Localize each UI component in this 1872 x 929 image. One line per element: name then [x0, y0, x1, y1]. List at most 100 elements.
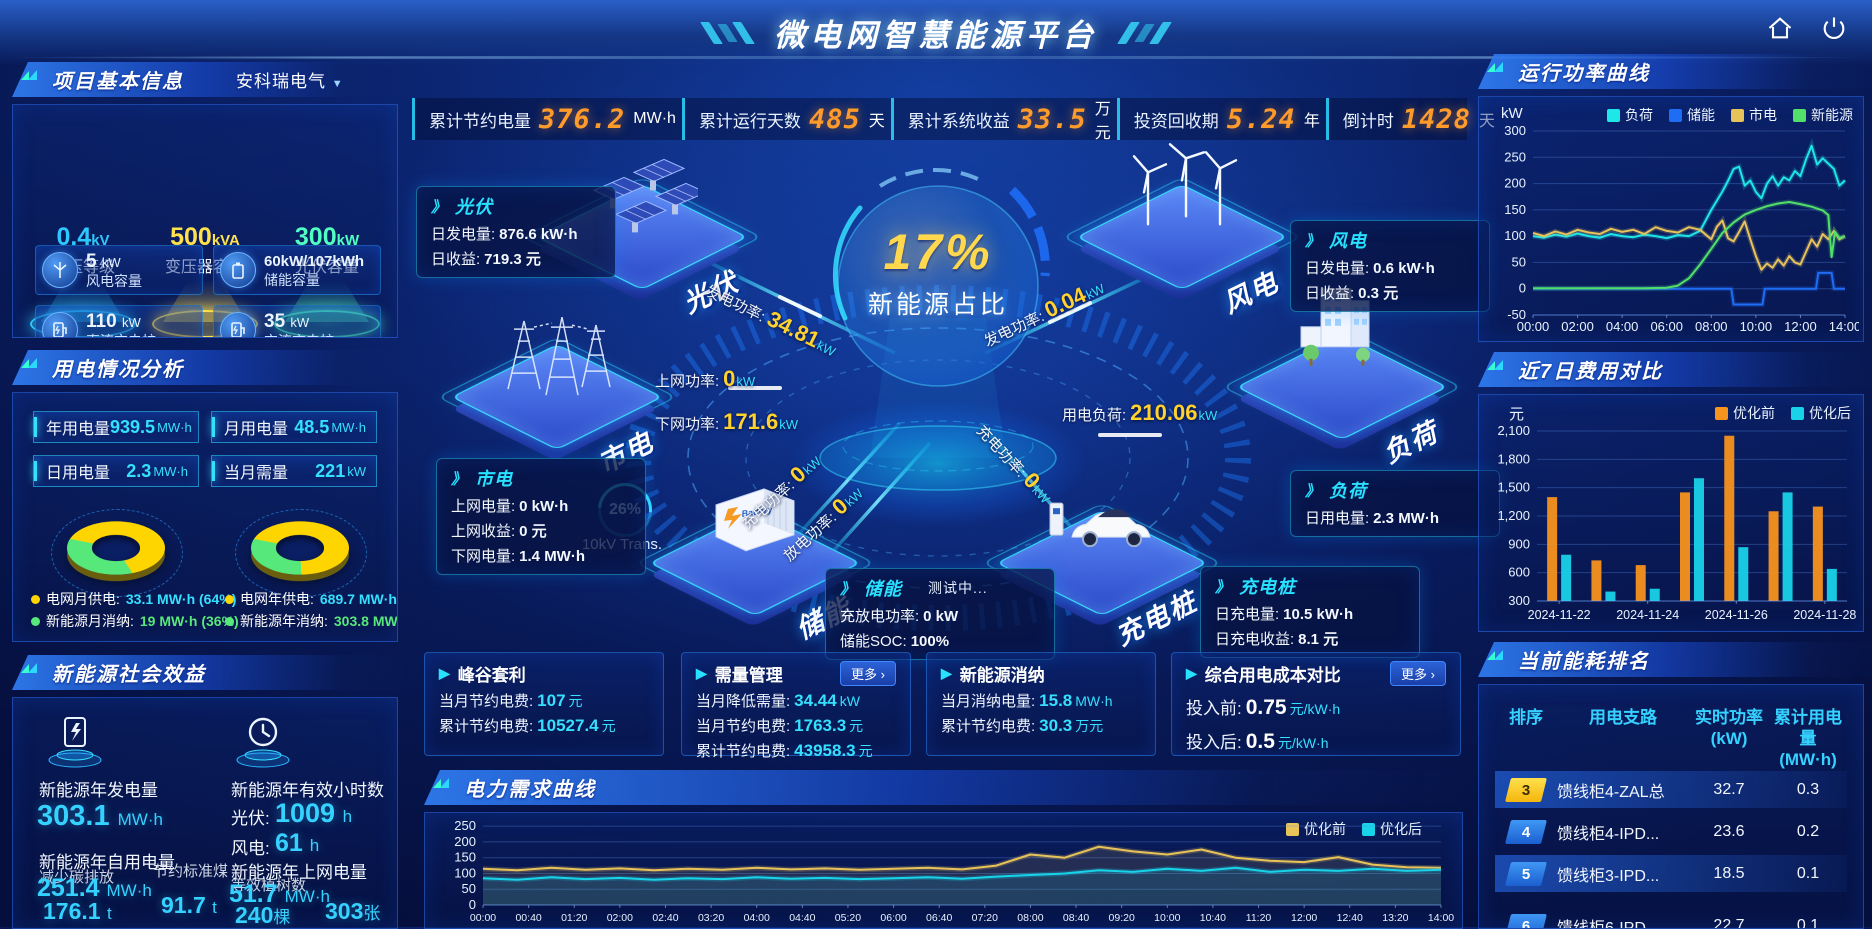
- company-dropdown-value[interactable]: 安科瑞电气: [236, 72, 326, 91]
- svg-text:08:40: 08:40: [1063, 912, 1089, 924]
- svg-text:02:00: 02:00: [1561, 319, 1594, 334]
- panel-title: 项目基本信息: [52, 65, 184, 94]
- panel-header-ranking: 当前能耗排名: [1478, 642, 1872, 677]
- more-button[interactable]: 更多 ›: [840, 661, 896, 686]
- svg-text:2024-11-24: 2024-11-24: [1616, 608, 1679, 622]
- legend-item[interactable]: 新能源: [1793, 105, 1853, 125]
- panel-title: 运行功率曲线: [1518, 57, 1650, 86]
- svg-text:04:00: 04:00: [1606, 319, 1639, 334]
- more-button[interactable]: 更多 ›: [1390, 661, 1446, 686]
- card-arrow-icon: ▶: [439, 665, 450, 682]
- panel-header-social: 新能源社会效益: [12, 655, 436, 690]
- panel-header-usage: 用电情况分析: [12, 350, 436, 385]
- svg-text:12:00: 12:00: [1784, 319, 1817, 334]
- ranking-table-header: 排序 用电支路 实时功率(kW) 累计用电量(MW·h): [1495, 707, 1847, 770]
- panel-project-info: 0.4kV 电压等级 500kVA 变压器容量 300kW 光伏容量 5 kW …: [12, 104, 398, 338]
- panel-ranking: 排序 用电支路 实时功率(kW) 累计用电量(MW·h) 3 馈线柜4-ZAL总…: [1478, 684, 1864, 929]
- op-chart-legend[interactable]: 负荷储能市电新能源: [1607, 105, 1853, 125]
- svg-text:14:00: 14:00: [1829, 319, 1859, 334]
- svg-text:11:20: 11:20: [1246, 912, 1272, 924]
- card-arrow-icon: ▶: [941, 665, 952, 682]
- flow-load-power: 用电负荷:210.06kW: [1062, 400, 1217, 426]
- panel-header-cost-compare: 近7日费用对比: [1478, 352, 1872, 387]
- panel-header-demand-curve: 电力需求曲线: [424, 770, 1501, 805]
- svg-text:07:20: 07:20: [972, 912, 998, 924]
- info-card-wind: 》风电 日发电量:0.6 kW·h 日收益:0.3 元: [1290, 220, 1490, 312]
- info-card-storage: 》储能测试中... 充放电功率:0 kW 储能SOC:100%: [825, 568, 1055, 660]
- social-co2-value: 176.1 t: [43, 898, 112, 925]
- svg-text:06:00: 06:00: [1650, 319, 1683, 334]
- cost-chart-legend[interactable]: 优化前优化后: [1715, 403, 1851, 423]
- power-icon[interactable]: [1820, 14, 1848, 42]
- donut-month-supply: [41, 493, 191, 603]
- chevron-down-icon[interactable]: ▼: [332, 78, 344, 90]
- info-card-grid: 》市电 上网电量:0 kW·h 上网收益:0 元 下网电量:1.4 MW·h: [436, 458, 646, 575]
- info-card-charger: 》充电桩 日充电量:10.5 kW·h 日充电收益:8.1 元: [1200, 566, 1420, 658]
- capacity-card-label: 交流充电桩: [264, 333, 334, 339]
- flow-feed-down: 下网功率:171.6kW: [655, 409, 798, 435]
- svg-text:12:00: 12:00: [1291, 912, 1317, 924]
- card-arrow-icon: 》: [1305, 230, 1321, 251]
- svg-text:02:40: 02:40: [652, 912, 678, 924]
- legend-renew-year: 新能源年消纳:303.8 MW·h (31%): [225, 611, 398, 631]
- svg-text:0: 0: [1519, 281, 1526, 296]
- social-tree-value: 240棵: [235, 902, 290, 929]
- legend-item[interactable]: 负荷: [1607, 105, 1653, 125]
- svg-text:02:00: 02:00: [607, 912, 633, 924]
- info-card-load: 》负荷 日用电量:2.3 MW·h: [1290, 470, 1500, 537]
- battery-icon: [220, 252, 256, 288]
- svg-text:2024-11-22: 2024-11-22: [1528, 608, 1591, 622]
- social-wind-hours-value: 61 h: [275, 829, 319, 858]
- svg-text:2024-11-28: 2024-11-28: [1793, 608, 1856, 622]
- social-gen-value: 303.1 MW·h: [37, 800, 163, 833]
- legend-grid-month: 电网月供电:33.1 MW·h (64%): [31, 589, 236, 609]
- clock-pedestal-icon: [231, 712, 295, 773]
- capacity-card-label: 直流充电桩: [86, 333, 156, 339]
- title-decoration-left: [707, 22, 748, 44]
- svg-text:200: 200: [1504, 176, 1526, 191]
- node-wind[interactable]: 风电: [1095, 150, 1265, 320]
- svg-text:10:40: 10:40: [1200, 912, 1226, 924]
- legend-item[interactable]: 优化前: [1715, 403, 1775, 423]
- table-row[interactable]: 5 馈线柜3-IPD... 18.5 0.1: [1495, 855, 1847, 892]
- title-decoration-right: [1124, 22, 1165, 44]
- wind-turbine-icon: [42, 252, 78, 288]
- rank-badge: 4: [1505, 820, 1547, 844]
- company-dropdown[interactable]: 安科瑞电气 ▼: [236, 67, 344, 92]
- table-row[interactable]: 4 馈线柜4-IPD... 23.6 0.2: [1495, 813, 1847, 850]
- capacity-card-label: 储能容量: [264, 272, 364, 288]
- capacity-card-ac-charger: 35 kW 交流充电桩: [213, 305, 381, 338]
- svg-text:600: 600: [1508, 565, 1530, 580]
- card-arrow-icon: 》: [431, 196, 447, 217]
- table-row[interactable]: 6 馈线柜6-IPD 22.7 0.1: [1495, 907, 1847, 929]
- svg-text:300: 300: [1508, 593, 1530, 608]
- legend-grid-year: 电网年供电:689.7 MW·h (69%): [225, 589, 398, 609]
- card-arrow-icon: 》: [451, 468, 467, 489]
- svg-text:300: 300: [1504, 123, 1526, 138]
- svg-text:08:00: 08:00: [1017, 912, 1043, 924]
- card-arrow-icon: ▶: [696, 665, 707, 682]
- svg-text:05:20: 05:20: [835, 912, 861, 924]
- svg-text:250: 250: [454, 818, 476, 833]
- wind-turbines-icon: [1120, 124, 1240, 239]
- svg-text:1,200: 1,200: [1497, 508, 1530, 523]
- legend-item[interactable]: 市电: [1731, 105, 1777, 125]
- table-row[interactable]: 3 馈线柜4-ZAL总 32.7 0.3: [1495, 771, 1847, 808]
- legend-item[interactable]: 储能: [1669, 105, 1715, 125]
- home-icon[interactable]: [1766, 14, 1794, 42]
- node-grid[interactable]: 市电: [470, 310, 640, 480]
- card-arrow-icon: 》: [1305, 480, 1321, 501]
- legend-item[interactable]: 优化后: [1791, 403, 1851, 423]
- kpi-unit: MW·h: [633, 110, 676, 128]
- svg-text:00:40: 00:40: [515, 912, 541, 924]
- node-load[interactable]: 负荷: [1255, 300, 1425, 470]
